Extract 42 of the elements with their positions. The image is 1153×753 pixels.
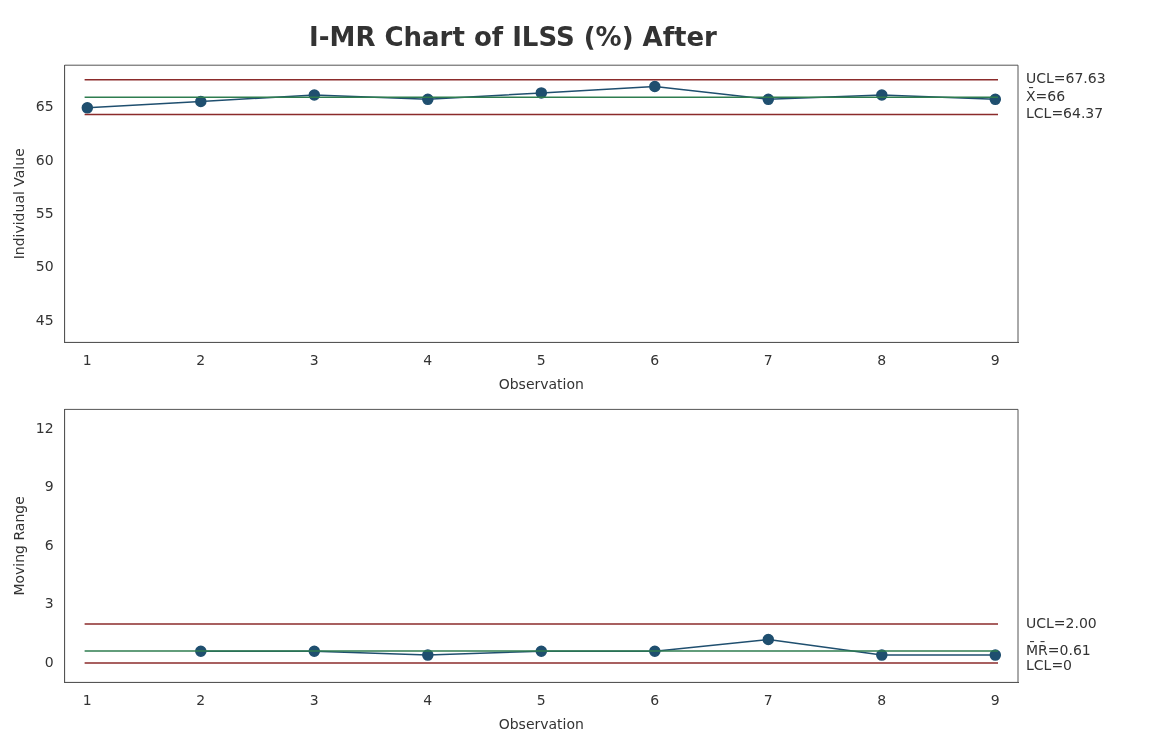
x-tick-label: 2 xyxy=(196,692,206,709)
x-tick-label: 9 xyxy=(990,692,1000,709)
y-axis-title: Individual Value xyxy=(11,148,28,260)
x-tick-label: 7 xyxy=(763,692,773,709)
x-tick-label: 8 xyxy=(877,352,887,369)
x-tick-label: 2 xyxy=(196,352,206,369)
x-tick-label: 6 xyxy=(650,352,660,369)
y-tick-label: 65 xyxy=(35,98,54,115)
ref-line-label: LCL=0 xyxy=(1026,656,1073,673)
x-tick-label: 7 xyxy=(763,352,773,369)
y-tick-label: 55 xyxy=(35,205,54,222)
y-tick-label: 45 xyxy=(35,311,54,328)
ref-line-label: LCL=64.37 xyxy=(1026,105,1104,122)
x-tick-label: 5 xyxy=(536,692,546,709)
x-axis-title: Observation xyxy=(498,716,584,733)
x-tick-label: 3 xyxy=(309,352,319,369)
y-tick-label: 50 xyxy=(35,258,54,275)
ref-line-label: UCL=67.63 xyxy=(1026,70,1106,87)
y-tick-label: 6 xyxy=(44,536,54,553)
ref-line-label: UCL=2.00 xyxy=(1026,614,1097,631)
x-tick-label: 3 xyxy=(309,692,319,709)
x-tick-label: 4 xyxy=(423,352,433,369)
ref-line-label: X̄=66 xyxy=(1026,87,1066,104)
x-tick-label: 6 xyxy=(650,692,660,709)
point xyxy=(81,102,94,114)
x-tick-label: 4 xyxy=(423,692,433,709)
y-tick-label: 9 xyxy=(44,478,54,495)
x-tick-label: 1 xyxy=(82,352,92,369)
x-axis-title: Observation xyxy=(498,376,584,393)
y-tick-label: 3 xyxy=(44,595,54,612)
y-tick-label: 12 xyxy=(35,419,54,436)
y-tick-label: 60 xyxy=(35,151,54,168)
x-tick-label: 9 xyxy=(990,352,1000,369)
x-tick-label: 8 xyxy=(877,692,887,709)
y-axis-title: Moving Range xyxy=(11,496,28,596)
x-tick-label: 5 xyxy=(536,352,546,369)
x-tick-label: 1 xyxy=(82,692,92,709)
chart-title: I-MR Chart of ILSS (%) After xyxy=(309,22,718,53)
y-tick-label: 0 xyxy=(44,653,54,670)
point xyxy=(649,80,661,93)
ref-line-label: M̄R̄=0.61 xyxy=(1026,641,1091,658)
point xyxy=(762,633,775,646)
